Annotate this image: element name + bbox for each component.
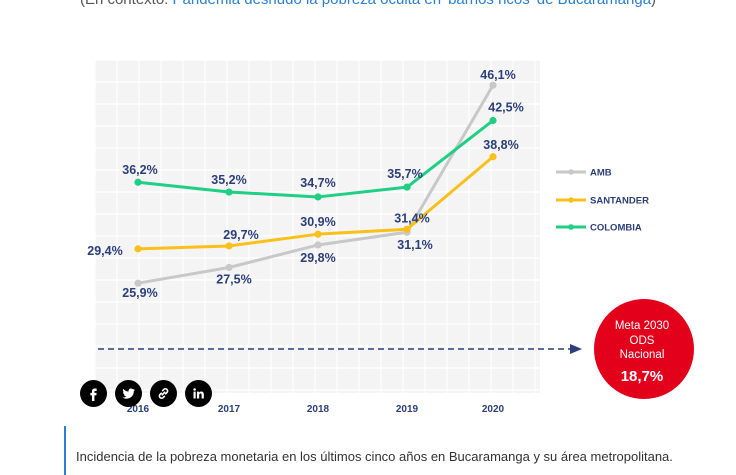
data-label-colombia-2020: 42,5% — [488, 101, 523, 115]
target-badge: Meta 2030 ODS Nacional 18,7% — [594, 299, 694, 399]
target-badge-value: 18,7% — [621, 368, 664, 385]
legend-marker-santander — [568, 197, 574, 203]
point-amb-2018 — [314, 241, 322, 249]
point-santander-2016 — [134, 245, 142, 253]
x-tick-2019: 2019 — [396, 404, 419, 415]
share-linkedin-button[interactable] — [185, 380, 212, 407]
data-label-santander-2019: 31,4% — [394, 211, 429, 225]
data-label-amb-2016: 25,9% — [122, 286, 157, 300]
data-label-colombia-2017: 35,2% — [211, 173, 246, 187]
poverty-line-chart: 25,9% 27,5% 29,8% 31,1% 46,1% 29,4% 29,7% 30,9%… — [87, 59, 694, 415]
point-amb-2016 — [134, 279, 142, 287]
legend-label-amb: AMB — [590, 168, 612, 179]
target-arrow — [570, 344, 582, 354]
data-label-santander-2017: 29,7% — [223, 228, 258, 242]
target-badge-line-2: ODS — [630, 335, 655, 347]
legend-label-colombia: COLOMBIA — [590, 223, 642, 234]
plot-background — [95, 60, 540, 393]
x-tick-2017: 2017 — [218, 404, 241, 415]
legend-label-santander: SANTANDER — [590, 196, 649, 207]
context-link[interactable]: Pandemia desnudó la pobreza oculta en 'b… — [173, 0, 652, 8]
data-label-amb-2017: 27,5% — [216, 273, 251, 287]
context-suffix: ) — [651, 0, 656, 8]
link-icon — [158, 388, 169, 399]
legend: AMB SANTANDER COLOMBIA — [556, 168, 649, 234]
data-label-amb-2020: 46,1% — [480, 68, 515, 82]
linkedin-icon — [193, 388, 204, 399]
data-label-amb-2018: 29,8% — [300, 251, 335, 265]
x-tick-2018: 2018 — [307, 404, 330, 415]
twitter-icon — [122, 388, 136, 399]
context-line: (En contexto: Pandemia desnudó la pobrez… — [0, 0, 736, 8]
legend-marker-amb — [568, 169, 574, 175]
data-labels: 25,9% 27,5% 29,8% 31,1% 46,1% 29,4% 29,7% 30,9%… — [87, 68, 523, 300]
target-badge-circle — [594, 299, 694, 399]
data-label-amb-2019: 31,1% — [397, 238, 432, 252]
legend-marker-colombia — [568, 224, 574, 230]
point-santander-2020 — [489, 153, 497, 161]
x-tick-2020: 2020 — [482, 404, 505, 415]
series-group — [134, 81, 497, 287]
share-copy-link-button[interactable] — [150, 380, 177, 407]
data-label-colombia-2016: 36,2% — [122, 163, 157, 177]
facebook-icon — [90, 388, 97, 401]
share-facebook-button[interactable] — [80, 380, 107, 407]
data-label-santander-2018: 30,9% — [300, 215, 335, 229]
figure-caption: Incidencia de la pobreza monetaria en lo… — [64, 426, 724, 475]
share-bar — [80, 380, 212, 407]
point-colombia-2017 — [225, 188, 233, 196]
point-colombia-2016 — [134, 178, 142, 186]
point-amb-2017 — [225, 263, 233, 272]
x-tick-2016: 2016 — [127, 404, 150, 415]
point-colombia-2019 — [403, 183, 411, 191]
target-badge-line-3: Nacional — [620, 349, 665, 361]
data-label-colombia-2019: 35,7% — [387, 167, 422, 181]
context-prefix: (En contexto: — [80, 0, 173, 8]
caption-text: Incidencia de la pobreza monetaria en lo… — [76, 449, 673, 464]
data-label-santander-2020: 38,8% — [483, 138, 518, 152]
point-santander-2018 — [314, 230, 322, 238]
point-colombia-2020 — [489, 116, 497, 125]
target-group — [98, 344, 582, 354]
target-badge-line-1: Meta 2030 — [615, 320, 669, 332]
grid — [94, 59, 540, 393]
x-axis-ticks: 2016 2017 2018 2019 2020 — [127, 404, 505, 415]
data-label-colombia-2018: 34,7% — [300, 176, 335, 190]
data-label-santander-2016: 29,4% — [87, 244, 122, 258]
point-santander-2017 — [225, 242, 233, 250]
point-santander-2019 — [403, 225, 411, 233]
point-amb-2020 — [489, 81, 497, 89]
share-twitter-button[interactable] — [115, 380, 142, 407]
point-colombia-2018 — [314, 193, 322, 201]
